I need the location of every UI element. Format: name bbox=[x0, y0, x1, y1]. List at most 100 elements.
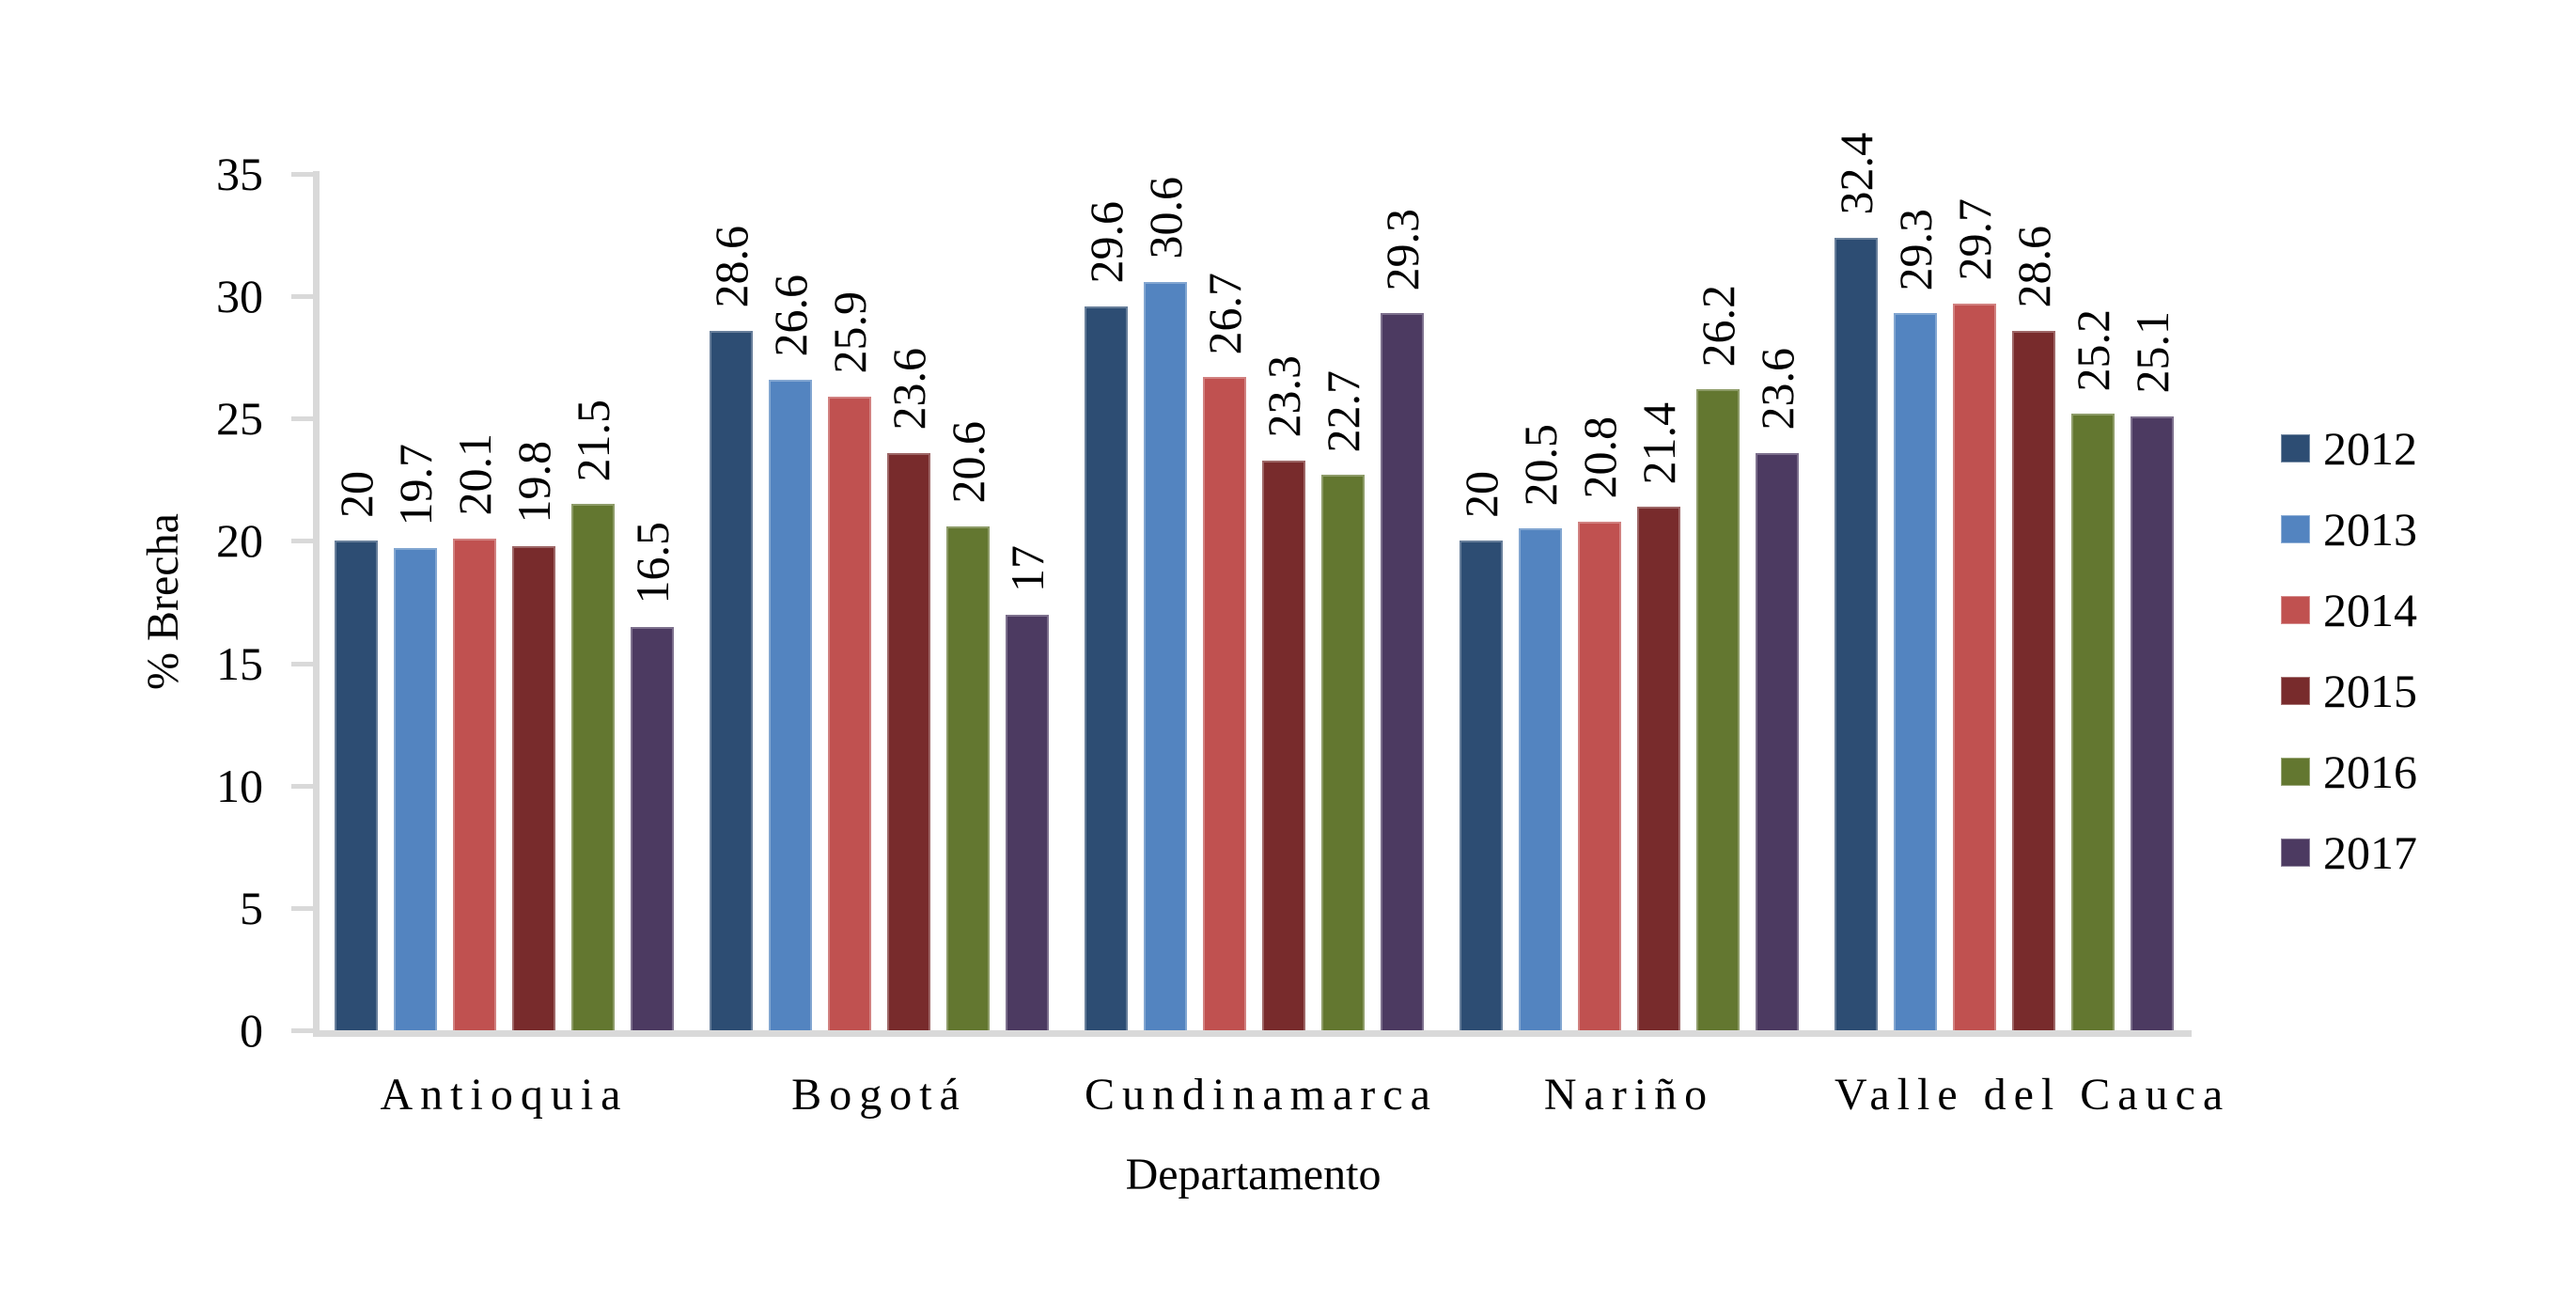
bar-2014: 20.8 bbox=[1573, 416, 1626, 1030]
bar-value-label: 28.6 bbox=[705, 226, 757, 308]
bar-group-antioquia: 20 19.7 20.1 19.8 21.5 16.5 bbox=[330, 400, 679, 1030]
y-tick-label: 35 bbox=[216, 148, 263, 200]
bar-group-nariño: 20 20.5 20.8 21.4 26.2 23.6 bbox=[1455, 285, 1803, 1030]
legend-swatch bbox=[2281, 677, 2310, 705]
bar-value-label: 25.2 bbox=[2067, 308, 2119, 392]
bar-2013: 29.3 bbox=[1889, 209, 1942, 1030]
bar-value-label: 26.7 bbox=[1198, 272, 1251, 355]
bar-2014: 26.7 bbox=[1198, 273, 1251, 1030]
bar-value-label: 19.7 bbox=[389, 443, 442, 526]
bar-2015: 28.6 bbox=[2007, 226, 2060, 1030]
bar-2012: 20 bbox=[330, 471, 382, 1030]
x-category-label: Nariño bbox=[1543, 1070, 1715, 1120]
bar-2017: 23.6 bbox=[1751, 348, 1803, 1030]
y-tick-label: 25 bbox=[216, 392, 263, 446]
bar-2016: 26.2 bbox=[1692, 285, 1744, 1030]
bar-value-label: 29.3 bbox=[1889, 208, 1942, 291]
legend-label: 2014 bbox=[2323, 584, 2417, 636]
legend: 2012 2013 2014 2015 2016 2017 bbox=[2281, 420, 2417, 881]
legend-swatch bbox=[2281, 758, 2310, 786]
y-tick-mark bbox=[291, 661, 316, 666]
bar-value-label: 20.6 bbox=[942, 421, 994, 504]
legend-item-2012: 2012 bbox=[2281, 420, 2417, 477]
bar-value-label: 22.7 bbox=[1317, 369, 1369, 453]
legend-item-2016: 2016 bbox=[2281, 744, 2417, 800]
legend-item-2017: 2017 bbox=[2281, 824, 2417, 881]
bar-2013: 20.5 bbox=[1514, 424, 1567, 1030]
x-category-label: Valle del Cauca bbox=[1834, 1070, 2231, 1120]
bar-value-label: 21.4 bbox=[1632, 401, 1685, 485]
bar-2016: 25.2 bbox=[2067, 309, 2119, 1030]
legend-swatch bbox=[2281, 839, 2310, 867]
plot-area: 20 19.7 20.1 19.8 21.5 16.5 28.6 26.6 25.9 23.6 20… bbox=[315, 133, 2192, 1030]
legend-label: 2013 bbox=[2323, 503, 2417, 556]
y-tick-mark bbox=[291, 294, 316, 300]
bar-group-bogotá: 28.6 26.6 25.9 23.6 20.6 17 bbox=[705, 226, 1054, 1030]
legend-label: 2012 bbox=[2323, 422, 2417, 475]
bar-2015: 23.6 bbox=[882, 348, 935, 1030]
x-axis-labels: Antioquia Bogotá Cundinamarca Nariño Valle d… bbox=[315, 1064, 2231, 1126]
bar-value-label: 26.2 bbox=[1692, 284, 1744, 368]
bar-2017: 25.1 bbox=[2126, 311, 2178, 1030]
legend-item-2015: 2015 bbox=[2281, 663, 2417, 719]
bar-value-label: 26.6 bbox=[764, 274, 817, 357]
legend-item-2013: 2013 bbox=[2281, 501, 2417, 557]
bar-value-label: 25.9 bbox=[823, 291, 876, 374]
bar-value-label: 20.8 bbox=[1573, 416, 1626, 499]
bar-value-label: 20.5 bbox=[1514, 423, 1567, 507]
y-tick-label: 5 bbox=[240, 881, 263, 934]
bar-value-label: 19.8 bbox=[507, 441, 560, 524]
bar-value-label: 23.3 bbox=[1257, 355, 1310, 438]
x-category-label: Antioquia bbox=[380, 1070, 629, 1120]
y-tick-label: 20 bbox=[216, 514, 263, 568]
bar-value-label: 16.5 bbox=[626, 522, 679, 604]
y-tick-mark bbox=[291, 172, 316, 177]
bar-2016: 20.6 bbox=[942, 421, 994, 1030]
legend-label: 2017 bbox=[2323, 826, 2417, 879]
bar-value-label: 29.6 bbox=[1080, 201, 1132, 284]
bar-2012: 29.6 bbox=[1080, 201, 1132, 1030]
bar-value-label: 20.1 bbox=[448, 433, 501, 516]
bar-2016: 21.5 bbox=[567, 400, 619, 1030]
bar-2016: 22.7 bbox=[1317, 370, 1369, 1030]
y-axis-line bbox=[313, 171, 320, 1037]
bar-value-label: 23.6 bbox=[882, 348, 935, 431]
bar-value-label: 28.6 bbox=[2007, 226, 2060, 308]
bar-value-label: 32.4 bbox=[1830, 133, 1882, 215]
legend-label: 2015 bbox=[2323, 665, 2417, 717]
bar-value-label: 21.5 bbox=[567, 399, 619, 482]
bar-2015: 23.3 bbox=[1257, 355, 1310, 1030]
y-tick-mark bbox=[291, 905, 316, 911]
legend-label: 2016 bbox=[2323, 745, 2417, 798]
y-tick-mark bbox=[291, 416, 316, 422]
bar-2017: 29.3 bbox=[1376, 209, 1429, 1030]
legend-item-2014: 2014 bbox=[2281, 582, 2417, 638]
bar-2013: 30.6 bbox=[1139, 177, 1192, 1030]
bar-2014: 29.7 bbox=[1948, 198, 2001, 1030]
bar-2015: 19.8 bbox=[507, 441, 560, 1030]
y-tick-label: 15 bbox=[216, 636, 263, 690]
bar-group-cundinamarca: 29.6 30.6 26.7 23.3 22.7 29.3 bbox=[1080, 177, 1429, 1030]
y-tick-label: 0 bbox=[240, 1004, 263, 1057]
bar-2012: 20 bbox=[1455, 471, 1507, 1030]
bar-2013: 26.6 bbox=[764, 274, 817, 1030]
bar-2017: 17 bbox=[1001, 545, 1054, 1030]
legend-swatch bbox=[2281, 515, 2310, 543]
bar-2012: 32.4 bbox=[1830, 133, 1882, 1030]
bar-value-label: 29.7 bbox=[1948, 198, 2001, 281]
bar-2012: 28.6 bbox=[705, 226, 757, 1030]
bar-2017: 16.5 bbox=[626, 522, 679, 1030]
bar-value-label: 20 bbox=[330, 471, 382, 519]
bar-2014: 25.9 bbox=[823, 291, 876, 1030]
y-tick-label: 30 bbox=[216, 270, 263, 323]
bar-2014: 20.1 bbox=[448, 433, 501, 1030]
bar-value-label: 29.3 bbox=[1376, 208, 1429, 291]
bar-group-valle-del-cauca: 32.4 29.3 29.7 28.6 25.2 25.1 bbox=[1830, 133, 2178, 1030]
legend-swatch bbox=[2281, 434, 2310, 462]
bar-value-label: 25.1 bbox=[2126, 311, 2178, 394]
x-category-label: Cundinamarca bbox=[1085, 1070, 1438, 1120]
bar-value-label: 20 bbox=[1455, 471, 1507, 519]
legend-swatch bbox=[2281, 596, 2310, 624]
bar-2015: 21.4 bbox=[1632, 402, 1685, 1030]
